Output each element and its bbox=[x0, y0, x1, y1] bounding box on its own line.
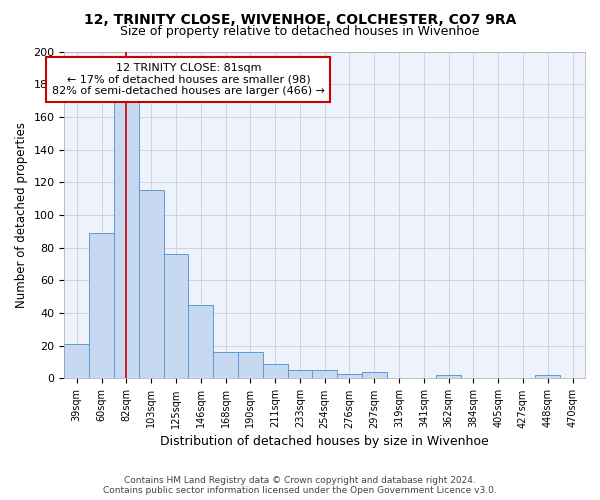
Text: 12 TRINITY CLOSE: 81sqm
← 17% of detached houses are smaller (98)
82% of semi-de: 12 TRINITY CLOSE: 81sqm ← 17% of detache… bbox=[52, 63, 325, 96]
Bar bbox=[238, 352, 263, 378]
Bar bbox=[436, 375, 461, 378]
Bar bbox=[362, 372, 386, 378]
Bar bbox=[313, 370, 337, 378]
Y-axis label: Number of detached properties: Number of detached properties bbox=[15, 122, 28, 308]
Bar bbox=[89, 233, 114, 378]
X-axis label: Distribution of detached houses by size in Wivenhoe: Distribution of detached houses by size … bbox=[160, 434, 489, 448]
Bar bbox=[213, 352, 238, 378]
Bar bbox=[114, 102, 139, 378]
Bar bbox=[287, 370, 313, 378]
Text: 12, TRINITY CLOSE, WIVENHOE, COLCHESTER, CO7 9RA: 12, TRINITY CLOSE, WIVENHOE, COLCHESTER,… bbox=[84, 12, 516, 26]
Bar bbox=[535, 375, 560, 378]
Bar bbox=[64, 344, 89, 378]
Text: Contains HM Land Registry data © Crown copyright and database right 2024.
Contai: Contains HM Land Registry data © Crown c… bbox=[103, 476, 497, 495]
Text: Size of property relative to detached houses in Wivenhoe: Size of property relative to detached ho… bbox=[120, 25, 480, 38]
Bar bbox=[337, 374, 362, 378]
Bar bbox=[139, 190, 164, 378]
Bar bbox=[263, 364, 287, 378]
Bar bbox=[188, 305, 213, 378]
Bar bbox=[164, 254, 188, 378]
